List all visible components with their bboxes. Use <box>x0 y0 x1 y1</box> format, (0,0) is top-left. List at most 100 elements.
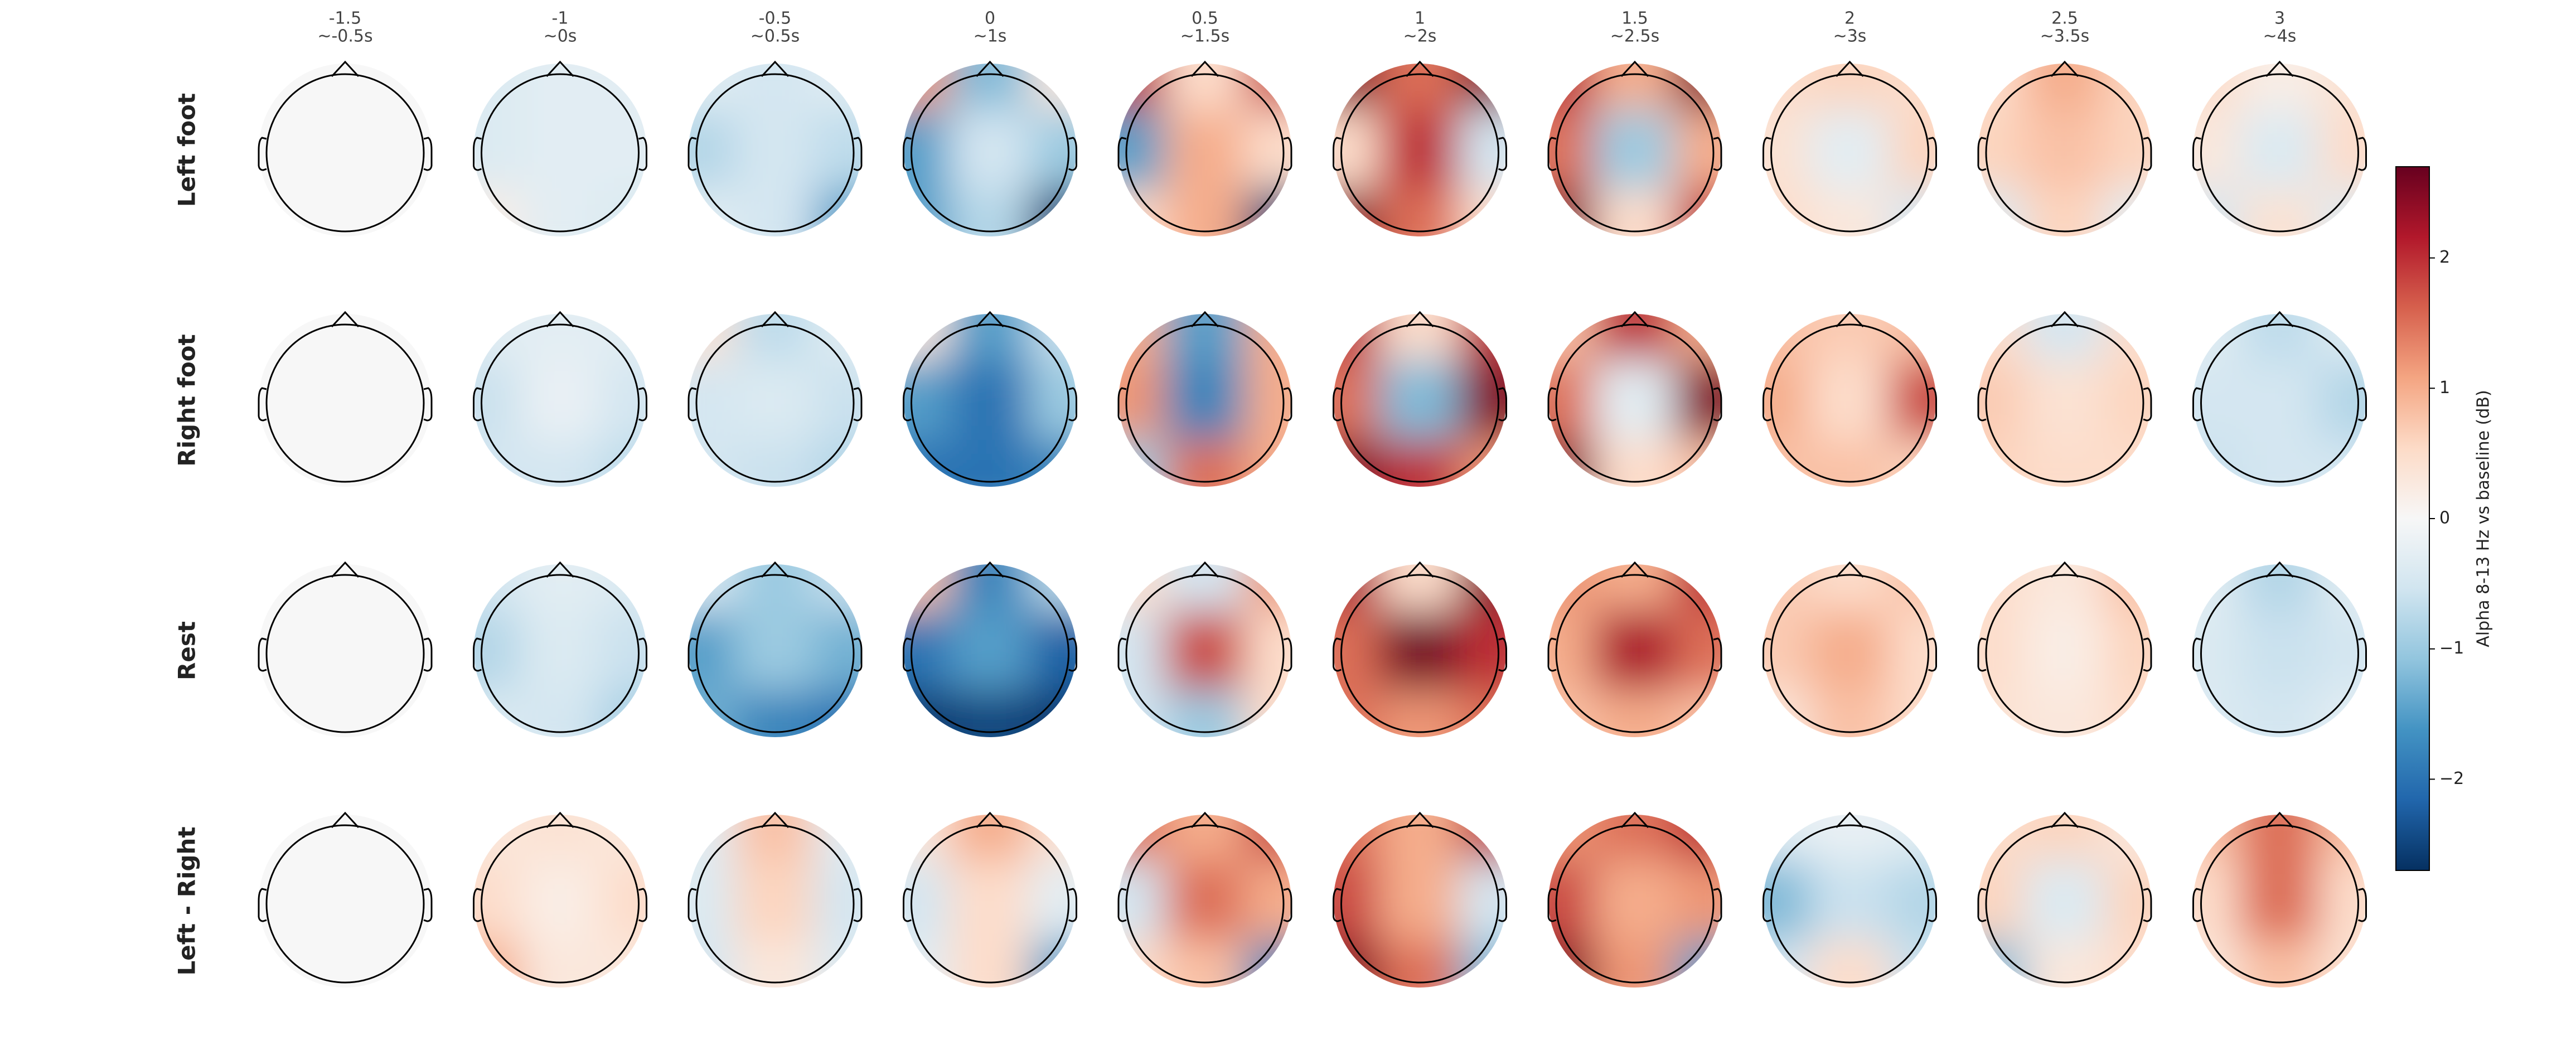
sensor-region <box>2193 940 2240 988</box>
sensor-region <box>1674 314 1721 361</box>
sensor-region <box>2319 860 2366 942</box>
sensor-region <box>903 360 951 441</box>
sensor-region <box>384 109 432 191</box>
sensor-region <box>2193 564 2240 612</box>
ear <box>1762 637 1771 672</box>
sensor-region <box>259 860 306 942</box>
head-outline <box>911 73 1069 233</box>
head-outline <box>1125 73 1285 233</box>
sensor-region <box>1763 860 1810 942</box>
sensor-region <box>2239 940 2321 988</box>
sensor-region <box>2193 860 2240 942</box>
ear <box>1762 137 1771 171</box>
topomap-field <box>1763 564 1936 737</box>
ear <box>258 137 267 171</box>
ear <box>903 387 912 422</box>
nose <box>2265 811 2294 829</box>
ear <box>423 387 433 422</box>
sensor-region <box>1809 189 1891 236</box>
sensor-region <box>1459 314 1507 361</box>
sensor-region <box>1548 940 1596 988</box>
ear <box>1977 387 1987 422</box>
sensor-region <box>1029 64 1077 111</box>
nose <box>976 561 1004 578</box>
head-outline <box>911 574 1069 733</box>
head-outline <box>1340 574 1499 733</box>
sensor-region <box>2239 314 2321 361</box>
sensor-region <box>689 439 736 487</box>
topomap-field <box>1118 815 1291 988</box>
topomap-field <box>903 564 1077 737</box>
sensor-region <box>1379 940 1461 988</box>
ear <box>423 637 433 672</box>
ear <box>1498 637 1507 672</box>
ear <box>1498 387 1507 422</box>
ear <box>1117 387 1127 422</box>
nose <box>1836 60 1864 78</box>
sensor-region <box>2104 109 2151 191</box>
ear <box>1547 888 1557 922</box>
sensor-region <box>1809 439 1891 487</box>
head-outline <box>911 323 1069 483</box>
column-time: -1 <box>552 9 569 28</box>
ear <box>687 137 697 171</box>
sensor-region <box>1978 690 2026 737</box>
sensor-region <box>1548 64 1596 111</box>
sensor-region <box>259 815 306 862</box>
sensor-region <box>1459 610 1507 691</box>
head-outline <box>2200 824 2359 984</box>
sensor-region <box>1379 690 1461 737</box>
column-window: ~1s <box>974 27 1007 46</box>
topomap-field <box>689 314 861 487</box>
sensor-region <box>473 189 521 236</box>
topomap-field <box>903 64 1077 236</box>
sensor-region <box>949 360 1031 441</box>
sensor-region <box>599 360 647 441</box>
sensor-region <box>259 189 306 236</box>
topomap-field <box>473 815 647 988</box>
sensor-region <box>1594 564 1676 612</box>
sensor-region <box>1029 690 1077 737</box>
sensor-region <box>304 860 386 942</box>
ear <box>1498 137 1507 171</box>
nose <box>2050 561 2079 578</box>
topomap <box>1333 815 1507 988</box>
topomap-field <box>1548 564 1721 737</box>
sensor-region <box>1379 189 1461 236</box>
ear <box>1333 137 1342 171</box>
sensor-region <box>2193 690 2240 737</box>
nose <box>546 561 574 578</box>
sensor-region <box>2104 189 2151 236</box>
sensor-region <box>1118 439 1166 487</box>
sensor-region <box>519 564 601 612</box>
ear <box>1117 637 1127 672</box>
ear <box>1928 888 1937 922</box>
ear <box>1928 637 1937 672</box>
sensor-region <box>1164 690 1246 737</box>
sensor-region <box>519 940 601 988</box>
sensor-region <box>1333 610 1381 691</box>
sensor-region <box>1244 189 1291 236</box>
topomap-field <box>1118 314 1291 487</box>
sensor-region <box>2104 64 2151 111</box>
ear <box>258 637 267 672</box>
sensor-region <box>2239 189 2321 236</box>
sensor-region <box>734 564 816 612</box>
topomap <box>1118 314 1291 487</box>
sensor-region <box>384 610 432 691</box>
ear <box>1333 387 1342 422</box>
sensor-region <box>2024 360 2105 441</box>
column-time: -0.5 <box>759 9 792 28</box>
ear <box>2358 637 2367 672</box>
ear <box>473 888 482 922</box>
sensor-region <box>2319 815 2366 862</box>
sensor-region <box>1333 360 1381 441</box>
head-outline <box>1125 574 1285 733</box>
sensor-region <box>599 314 647 361</box>
ear <box>1283 888 1292 922</box>
sensor-region <box>1594 610 1676 691</box>
sensor-region <box>1244 690 1291 737</box>
sensor-region <box>1118 564 1166 612</box>
row-label: Rest <box>173 621 201 680</box>
sensor-region <box>2024 860 2105 942</box>
